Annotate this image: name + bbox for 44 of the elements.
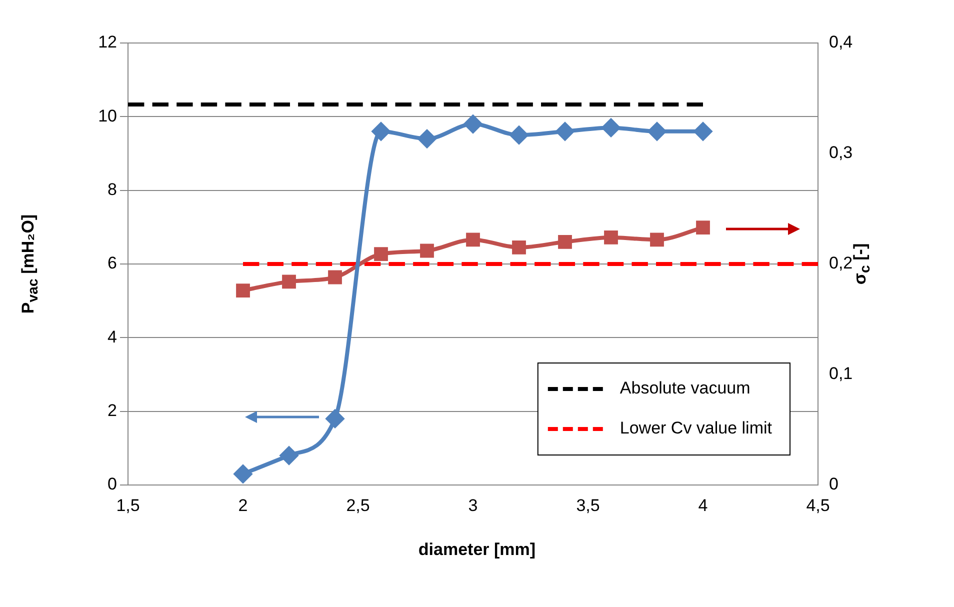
y-tick-label: 4: [108, 327, 117, 346]
x-axis-title: diameter [mm]: [417, 540, 537, 560]
point: [236, 284, 250, 298]
point: [602, 118, 620, 137]
x-tick-label: 3: [468, 496, 478, 515]
point: [650, 232, 664, 247]
y-tick-label: 12: [98, 32, 117, 52]
point: [556, 122, 574, 140]
point: [282, 274, 296, 289]
point: [604, 230, 618, 244]
legend-label: Lower Cv value limit: [620, 418, 772, 438]
x-tick-label: 3,5: [576, 496, 600, 515]
x-tick-label: 2,5: [346, 496, 370, 515]
point: [464, 115, 482, 134]
point: [372, 122, 390, 140]
x-tick-label: 2: [238, 496, 248, 515]
x-tick-label: 1,5: [116, 496, 140, 515]
y2-tick-label: 0,1: [829, 364, 853, 384]
y2-tick-label: 0: [829, 474, 838, 494]
point: [696, 220, 710, 234]
x-tick-label: 4,5: [806, 496, 830, 515]
point: [466, 232, 480, 247]
point: [326, 410, 344, 428]
point: [420, 244, 434, 258]
point: [328, 270, 342, 284]
y-tick-label: 8: [108, 180, 117, 200]
point: [510, 126, 528, 144]
point: [648, 122, 666, 140]
point: [558, 234, 572, 249]
y-tick-label: 0: [108, 474, 117, 494]
point: [374, 247, 388, 262]
y2-tick-label: 0,4: [829, 32, 853, 52]
y2-tick-label: 0,2: [829, 254, 853, 273]
y-tick-label: 6: [108, 254, 117, 273]
x-tick-label: 4: [698, 496, 708, 515]
point: [512, 240, 526, 254]
point: [280, 446, 298, 465]
y-tick-label: 2: [108, 401, 117, 420]
point: [234, 464, 252, 483]
point: [418, 130, 436, 148]
y2-tick-label: 0,3: [829, 143, 853, 162]
y-tick-label: 10: [98, 106, 117, 126]
legend-label: Absolute vacuum: [620, 378, 750, 398]
point: [694, 122, 712, 140]
